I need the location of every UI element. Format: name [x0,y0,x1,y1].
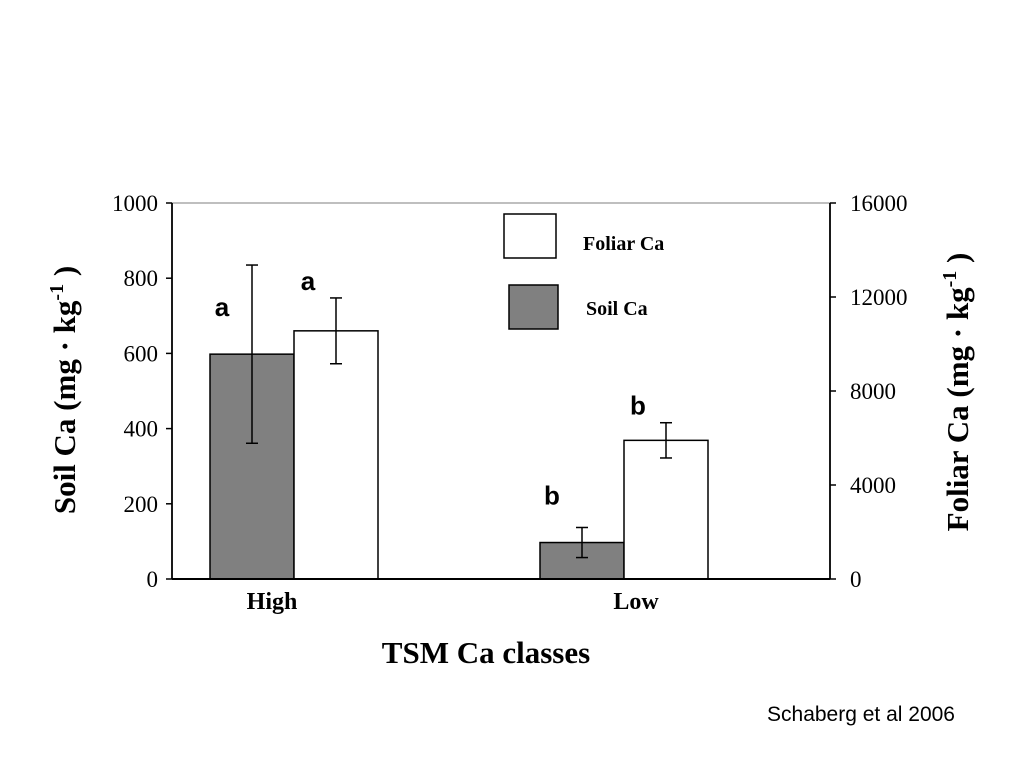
left-tick-label: 1000 [112,191,158,216]
legend: Foliar Ca Soil Ca [503,213,664,330]
legend-label-foliar: Foliar Ca [583,233,664,255]
x-axis-title: TSM Ca classes [382,635,590,670]
right-tick-label: 8000 [850,379,896,404]
right-tick-label: 12000 [850,285,908,310]
right-tick-label: 16000 [850,191,908,216]
right-tick-label: 4000 [850,473,896,498]
bar-foliar-ca-low [623,439,709,580]
left-tick-label: 400 [124,417,159,442]
right-axis-title: Foliar Ca (mg · kg-1 ) [939,253,975,532]
category-label: High [247,589,298,615]
significance-label: a [301,266,316,296]
category-label: Low [613,589,659,615]
significance-label: b [544,481,560,511]
legend-label-soil: Soil Ca [586,298,648,320]
legend-swatch-soil [508,284,559,330]
left-axis-title: Soil Ca (mg · kg-1 ) [46,266,82,514]
left-axis-exponent: -1 [46,284,68,301]
left-tick-label: 200 [124,492,159,517]
bar-foliar-ca-high [293,330,379,580]
left-tick-label: 0 [147,567,159,592]
left-tick-label: 800 [124,266,159,291]
left-tick-label: 600 [124,341,159,366]
right-tick-label: 0 [850,567,862,592]
right-axis-exponent: -1 [939,271,961,288]
legend-swatch-foliar [503,213,557,259]
plot-area: 0 200 400 600 800 1000 0 4000 8000 12000 16000 a a Hi… [112,191,908,615]
significance-label: a [215,292,230,322]
credit-text: Schaberg et al 2006 [767,703,955,726]
significance-label: b [630,391,646,421]
